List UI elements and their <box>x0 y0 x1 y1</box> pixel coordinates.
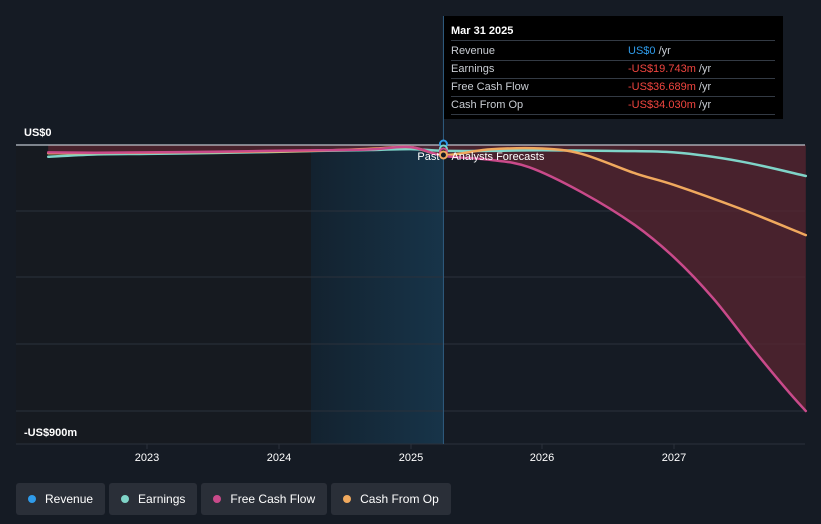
tooltip-row-amount: US$0 <box>628 45 656 57</box>
x-tick-label-2024: 2024 <box>267 452 291 464</box>
legend-label: Cash From Op <box>360 492 439 506</box>
tooltip-row-value: -US$36.689m /yr <box>628 79 711 96</box>
tooltip-rows: Revenue US$0 /yr Earnings -US$19.743m /yr Fr… <box>451 43 775 115</box>
tooltip-row-amount: -US$19.743m <box>628 63 696 75</box>
tooltip-row-value: -US$34.030m /yr <box>628 97 711 114</box>
legend-label: Earnings <box>138 492 186 506</box>
tooltip-row: Free Cash Flow -US$36.689m /yr <box>451 79 775 97</box>
legend: Revenue Earnings Free Cash Flow Cash From O… <box>16 483 451 515</box>
tooltip-row: Cash From Op -US$34.030m /yr <box>451 97 775 115</box>
x-tick-label-2026: 2026 <box>530 452 554 464</box>
legend-item-cash-from-op[interactable]: Cash From Op <box>331 483 451 515</box>
legend-label: Free Cash Flow <box>230 492 316 506</box>
tooltip-row-unit: /yr <box>655 45 671 57</box>
y-axis-top-label: US$0 <box>24 127 52 139</box>
legend-dot-icon <box>28 495 36 503</box>
tooltip-row-amount: -US$34.030m <box>628 99 696 111</box>
forecast-label: Analysts Forecasts <box>451 151 544 163</box>
tooltip-row-unit: /yr <box>695 63 712 75</box>
highlight-region <box>311 145 444 444</box>
legend-dot-icon <box>343 495 352 503</box>
tooltip-row-unit: /yr <box>695 81 712 93</box>
tooltip-row-unit: /yr <box>695 99 712 111</box>
legend-dot-icon <box>121 495 130 503</box>
past-label: Past <box>417 151 439 163</box>
tooltip-row-label: Earnings <box>451 63 495 75</box>
x-tick-label-2027: 2027 <box>662 452 686 464</box>
tooltip-row-label: Revenue <box>451 45 496 57</box>
legend-item-revenue[interactable]: Revenue <box>16 483 106 515</box>
y-axis-bottom-label: -US$900m <box>24 427 77 439</box>
tooltip-row-value: US$0 /yr <box>628 43 671 60</box>
tooltip-row-label: Cash From Op <box>451 99 524 111</box>
tooltip-row-amount: -US$36.689m <box>628 81 696 93</box>
free-cash-flow-line <box>46 145 808 413</box>
legend-item-earnings[interactable]: Earnings <box>109 483 198 515</box>
x-tick-label-2023: 2023 <box>135 452 159 464</box>
legend-item-free-cash-flow[interactable]: Free Cash Flow <box>201 483 328 515</box>
legend-dot-icon <box>213 495 222 503</box>
x-tick-label-2025: 2025 <box>399 452 423 464</box>
tooltip-row-label: Free Cash Flow <box>451 81 529 93</box>
legend-label: Revenue <box>45 492 94 506</box>
tooltip: Mar 31 2025 Revenue US$0 /yr Earnings -US$1… <box>444 16 783 119</box>
tooltip-row-value: -US$19.743m /yr <box>628 61 711 78</box>
tooltip-row: Earnings -US$19.743m /yr <box>451 61 775 79</box>
tooltip-row: Revenue US$0 /yr <box>451 43 775 61</box>
cash-from-op-marker <box>438 150 448 160</box>
past-region <box>16 145 311 444</box>
tooltip-date: Mar 31 2025 <box>451 24 775 41</box>
